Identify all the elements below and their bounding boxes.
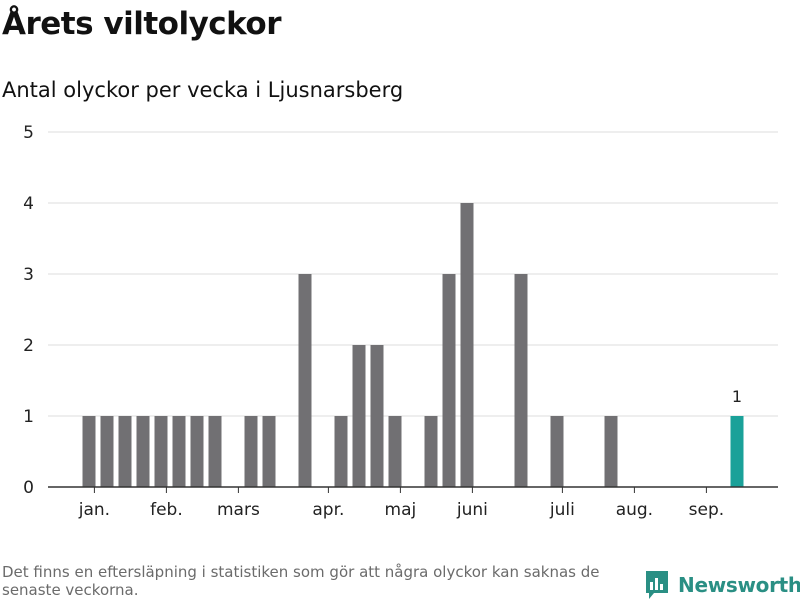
y-tick-label: 3 bbox=[23, 265, 34, 285]
bar bbox=[352, 345, 366, 487]
x-tick-label: feb. bbox=[150, 500, 183, 520]
y-tick-label: 4 bbox=[23, 194, 34, 214]
y-tick-label: 5 bbox=[23, 123, 34, 143]
bar bbox=[262, 416, 276, 487]
bar bbox=[460, 203, 474, 487]
bar bbox=[208, 416, 222, 487]
highlight-value-label: 1 bbox=[732, 387, 742, 406]
chart-title: Årets viltolyckor bbox=[2, 6, 282, 42]
chart-subtitle: Antal olyckor per vecka i Ljusnarsberg bbox=[2, 78, 404, 102]
bar bbox=[514, 274, 528, 487]
x-tick-label: juni bbox=[456, 500, 488, 520]
x-tick-label: juli bbox=[549, 500, 575, 520]
bar bbox=[154, 416, 168, 487]
x-tick-label: maj bbox=[385, 500, 417, 520]
bars bbox=[82, 203, 744, 487]
bar bbox=[118, 416, 132, 487]
x-tick-label: apr. bbox=[312, 500, 344, 520]
bar bbox=[424, 416, 438, 487]
y-tick-label: 1 bbox=[23, 407, 34, 427]
bar bbox=[100, 416, 114, 487]
y-tick-label: 0 bbox=[23, 478, 34, 498]
bar bbox=[370, 345, 384, 487]
y-tick-label: 2 bbox=[23, 336, 34, 356]
x-tick-label: jan. bbox=[78, 500, 110, 520]
newsworthy-logo-icon bbox=[646, 571, 668, 599]
grid-lines bbox=[48, 131, 778, 417]
x-tick-label: mars bbox=[217, 500, 260, 520]
data-labels: 1 bbox=[732, 387, 742, 406]
brand-logo[interactable]: Newsworthy bbox=[644, 568, 800, 602]
bar-chart: 0 1 2 3 4 5 jan. feb. mars apr. maj juni juli aug. se… bbox=[23, 123, 778, 520]
bar bbox=[550, 416, 564, 487]
y-axis-ticks: 0 1 2 3 4 5 bbox=[23, 123, 34, 498]
bar bbox=[604, 416, 618, 487]
bar bbox=[298, 274, 312, 487]
bar-highlight bbox=[730, 416, 744, 487]
bar bbox=[442, 274, 456, 487]
bar bbox=[136, 416, 150, 487]
bar bbox=[244, 416, 258, 487]
bar bbox=[172, 416, 186, 487]
x-axis-ticks: jan. feb. mars apr. maj juni juli aug. sep. bbox=[78, 487, 724, 520]
x-tick-label: sep. bbox=[689, 500, 725, 520]
bar bbox=[334, 416, 348, 487]
x-tick-label: aug. bbox=[616, 500, 653, 520]
brand-name: Newsworthy bbox=[678, 573, 800, 597]
bar bbox=[388, 416, 402, 487]
bar bbox=[190, 416, 204, 487]
footnote: Det finns en eftersläpning i statistiken… bbox=[2, 563, 600, 599]
bar bbox=[82, 416, 96, 487]
